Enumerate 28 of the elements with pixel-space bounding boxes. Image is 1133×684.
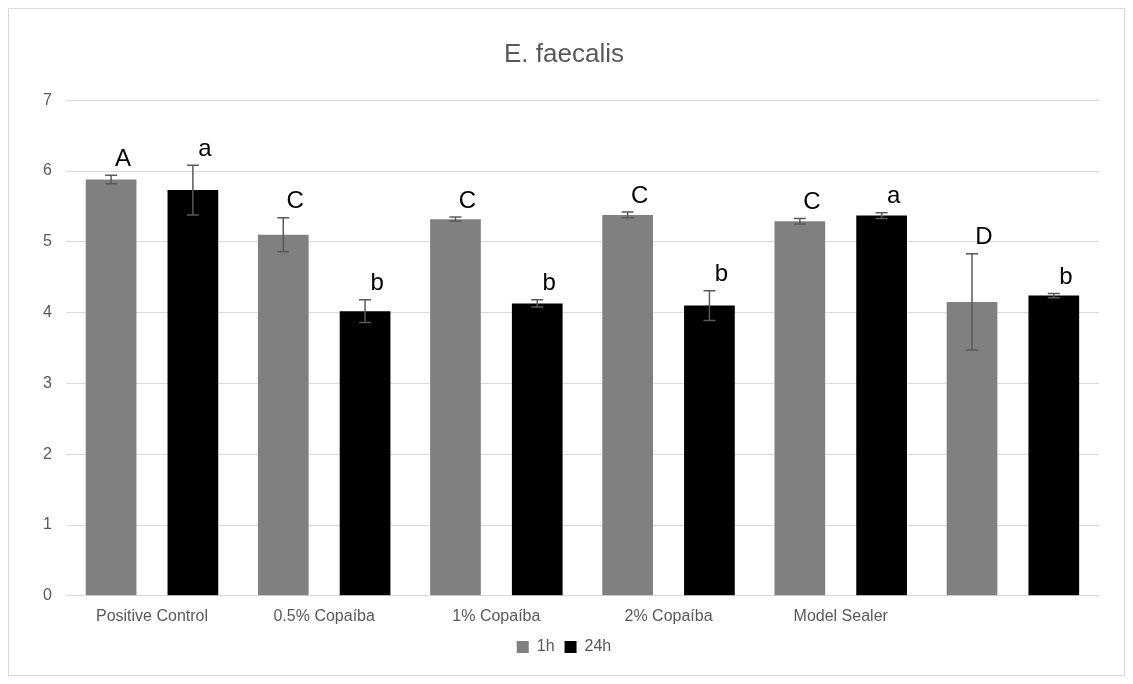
x-tick-label: 0.5% Copaíba (273, 606, 375, 624)
x-tick-label: Positive Control (95, 606, 209, 624)
annotation: C (630, 180, 649, 208)
annotation: A (115, 143, 132, 171)
y-tick-label: 4 (42, 303, 52, 321)
y-tick-label: 5 (42, 232, 52, 250)
y-tick-label: 3 (42, 373, 52, 391)
x-tick-label: 1% Copaíba (452, 606, 541, 624)
legend-label: 24h (584, 637, 612, 655)
annotation: C (458, 185, 477, 213)
chart-title: E. faecalis (504, 37, 624, 68)
y-tick-label: 1 (42, 515, 52, 533)
annotation: b (714, 259, 729, 287)
x-tick-label: 2% Copaíba (624, 606, 713, 624)
annotation: D (975, 222, 993, 250)
y-tick-label: 7 (42, 90, 52, 108)
annotation: a (198, 133, 213, 161)
y-tick-label: 6 (42, 161, 52, 179)
annotation: C (803, 187, 821, 215)
annotation: b (1059, 262, 1073, 290)
annotation: b (370, 268, 384, 296)
annotation: C (286, 186, 304, 214)
legend-label: 1h (536, 637, 555, 655)
y-tick-label: 2 (42, 444, 52, 462)
annotation: a (886, 181, 901, 209)
y-tick-label: 0 (42, 586, 52, 604)
annotation: b (542, 268, 556, 296)
x-tick-label: Model Sealer (793, 606, 889, 624)
